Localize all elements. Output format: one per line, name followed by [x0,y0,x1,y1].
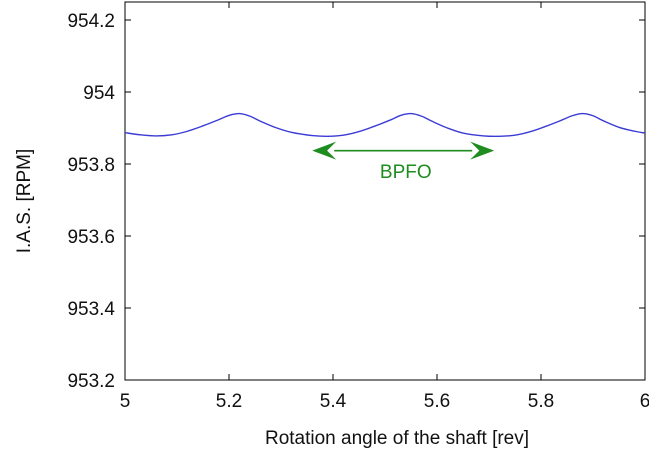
y-axis-title: I.A.S. [RPM] [14,149,35,254]
y-tick-label: 953.2 [67,371,115,392]
y-tick-label: 954.2 [67,11,115,32]
x-tick-label: 6 [640,391,649,412]
x-tick-label: 5.8 [528,391,554,412]
series-line [125,112,645,138]
x-axis-title: Rotation angle of the shaft [rev] [265,428,529,449]
bpfo-arrow-head-left [312,141,337,160]
x-tick-label: 5 [120,391,131,412]
bpfo-arrow-head-right [470,141,495,160]
tick-marks [124,2,646,381]
y-tick-label: 953.8 [67,155,115,176]
y-tick-label: 954 [83,83,115,104]
y-tick-label: 953.4 [67,299,115,320]
tick-labels: 5 5.2 5.4 5.6 5.8 6 953.2 953.4 953.6 953.8 954 954… [67,11,649,412]
y-tick-label: 953.6 [67,227,115,248]
plot-frame [124,1,646,381]
x-tick-label: 5.6 [424,391,450,412]
x-tick-label: 5.2 [216,391,242,412]
series-layer [125,112,645,138]
x-tick-label: 5.4 [320,391,347,412]
annotation-layer: BPFO [312,141,495,183]
bpfo-label: BPFO [380,162,432,183]
